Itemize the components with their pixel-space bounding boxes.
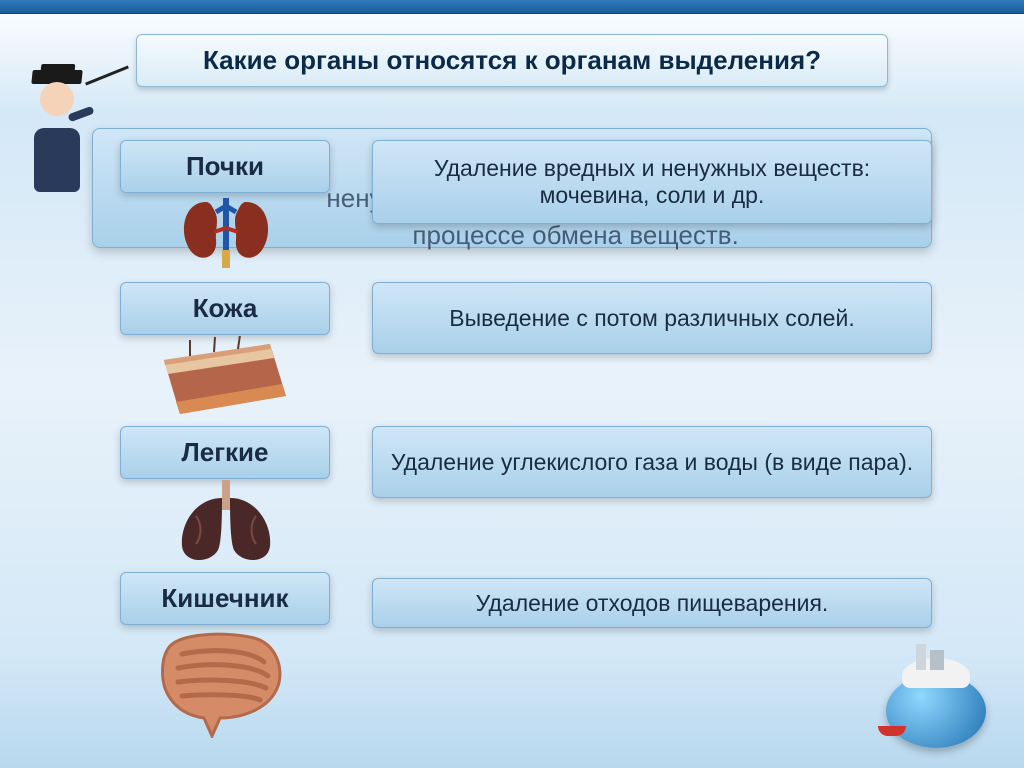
organ-desc-skin: Выведение с потом различных солей.	[372, 282, 932, 354]
organ-label-kidneys: Почки	[120, 140, 330, 193]
organ-label-intestine: Кишечник	[120, 572, 330, 625]
skin-icon	[160, 336, 290, 425]
globe-icon	[876, 658, 996, 748]
organ-desc-kidneys: Удаление вредных и ненужных веществ: моч…	[372, 140, 932, 224]
organ-desc-lungs: Удаление углекислого газа и воды (в виде…	[372, 426, 932, 498]
kidneys-icon	[166, 192, 286, 277]
organ-desc-intestine: Удаление отходов пищеварения.	[372, 578, 932, 628]
organ-label-lungs: Легкие	[120, 426, 330, 479]
intestine-icon	[154, 628, 294, 743]
lungs-icon	[166, 480, 286, 571]
back-line2-right: процессе обмена веществ.	[412, 220, 738, 250]
slide-title: Какие органы относятся к органам выделен…	[136, 34, 888, 87]
top-bar	[0, 0, 1024, 14]
organ-label-skin: Кожа	[120, 282, 330, 335]
